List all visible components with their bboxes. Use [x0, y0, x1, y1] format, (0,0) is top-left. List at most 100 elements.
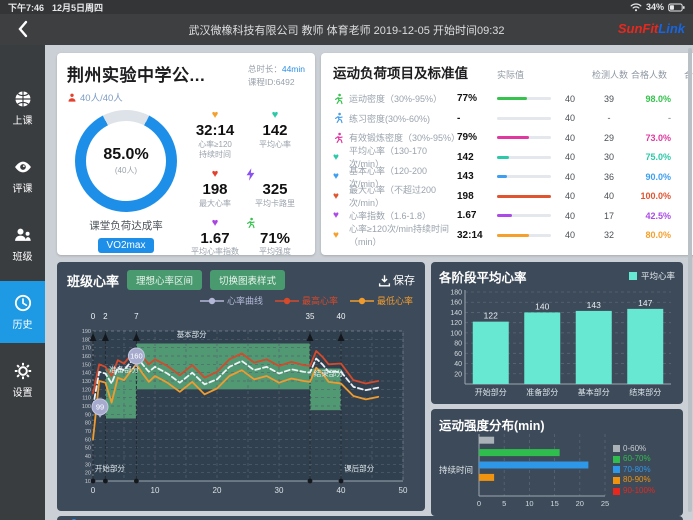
donut-percent: 85.0%: [103, 146, 149, 164]
person-icon: [67, 92, 77, 103]
sidebar-item-settings[interactable]: 设置: [0, 349, 45, 411]
switch-chart-style-button[interactable]: 切换图表样式: [210, 270, 286, 290]
metric-平均心率: ♥ 142 平均心率: [259, 109, 291, 149]
table-row: ♥ 心率≥120次/min持续时间（min） 32:14 40 32 80.0%: [333, 224, 671, 248]
svg-text:30: 30: [275, 486, 284, 495]
sidebar-item-classes[interactable]: 班级: [0, 213, 45, 275]
svg-text:160: 160: [82, 354, 91, 360]
heart-icon: ♥: [333, 151, 339, 163]
svg-text:143: 143: [587, 300, 601, 310]
svg-text:170: 170: [82, 346, 91, 352]
battery-icon: [668, 2, 685, 12]
actual-value-bar: [497, 214, 551, 218]
table-row: ♥ 基本心率（120-200次/min） 143 40 36 90.0%: [333, 165, 671, 189]
svg-text:准备部分: 准备部分: [526, 387, 558, 397]
svg-text:基本部分: 基本部分: [578, 387, 610, 397]
ideal-hr-zone-button[interactable]: 理想心率区间: [127, 270, 203, 290]
svg-text:开始部分: 开始部分: [95, 463, 125, 473]
svg-text:20: 20: [85, 471, 91, 477]
sidebar-item-class[interactable]: 上课: [0, 77, 45, 139]
table-row: ♥ 最大心率（不超过200次/min） 198 40 40 100.0%: [333, 185, 671, 209]
clock-time: 下午7:46: [8, 2, 45, 13]
sidebar-item-history[interactable]: 历史: [0, 281, 45, 343]
status-bar: 下午7:46 12月5日周四 34%: [0, 0, 693, 14]
svg-text:课后部分: 课后部分: [344, 463, 374, 473]
stage-hr-title: 各阶段平均心率: [439, 270, 527, 285]
runner-icon: [335, 93, 343, 104]
svg-text:70: 70: [85, 429, 91, 435]
legend-item: 70-80%: [613, 465, 675, 476]
legend-item: 0-60%: [613, 444, 675, 455]
table-row: ♥ 平均心率（130-170次/min） 142 40 30 75.0%: [333, 146, 671, 170]
vo2max-badge[interactable]: VO2max: [97, 238, 155, 254]
sidebar-item-evaluate[interactable]: 评课: [0, 145, 45, 207]
attendance-count: 40人/40人: [80, 93, 123, 105]
intensity-category-label: 持续时间: [439, 465, 474, 475]
class-hr-panel: 班级心率 理想心率区间 切换图表样式 保存 心率曲线 最高心率 最低心率 10 2…: [57, 262, 425, 511]
actual-value-bar: [497, 175, 551, 179]
table-row: 练习密度(30%-60%) - 40 - -: [333, 109, 693, 129]
clock-icon: [14, 294, 31, 312]
svg-text:20: 20: [454, 371, 462, 378]
metrics-grid: ♥ 32:14 心率≥120 持续时间 ♥ 142 平均心率 ♥ 198 最大心…: [185, 108, 305, 257]
svg-text:80: 80: [85, 421, 91, 427]
svg-text:100: 100: [82, 404, 91, 410]
svg-text:90: 90: [85, 412, 91, 418]
svg-text:15: 15: [550, 499, 558, 508]
download-icon: [378, 274, 391, 286]
svg-text:40: 40: [454, 361, 462, 368]
intensity-title: 运动强度分布(min): [439, 419, 545, 433]
svg-text:10: 10: [151, 486, 160, 495]
download-icon: [378, 274, 391, 287]
scrollbar[interactable]: [688, 48, 692, 512]
load-standards-card: 运动负荷项目及标准值 实际值 检测人数 合格人数 合格率 运动密度（30%-95…: [321, 53, 693, 255]
svg-text:140: 140: [82, 371, 91, 377]
table-row: 有效锻炼密度（30%-95%） 79% 40 29 73.0%: [333, 128, 693, 148]
donut-count: (40人): [114, 166, 138, 176]
exercise-icon: [335, 112, 343, 124]
sunfitlink-logo: SunFitLink: [617, 21, 685, 36]
save-button[interactable]: 保存: [378, 272, 415, 288]
svg-text:60: 60: [85, 437, 91, 443]
svg-text:130: 130: [82, 379, 91, 385]
table-row: ♥ 心率指数（1.6-1.8） 1.67 40 17 42.5%: [333, 210, 671, 222]
load-table-title: 运动负荷项目及标准值: [333, 66, 468, 81]
actual-value-bar: [497, 136, 551, 140]
stage-hr-chart: 20 40 60 80 100 120 140 160 180 122 开始部分 140 准备部分 143…: [439, 284, 675, 402]
svg-text:160: 160: [450, 300, 462, 307]
back-button[interactable]: [15, 20, 33, 38]
col-header-actual: 实际值: [497, 70, 525, 80]
actual-value-bar: [497, 194, 551, 198]
stage-hr-panel: 各阶段平均心率 平均心率 20 40 60 80 100 120 140 160 180 122 开…: [431, 262, 683, 404]
course-id: 课程ID:6492: [247, 77, 295, 88]
svg-text:147: 147: [638, 298, 652, 308]
legend-item: 90-100%: [613, 486, 675, 497]
nav-bar: 武汉微橡科技有限公司 教师 体育老师 2019-12-05 开始时间09:32 …: [0, 14, 693, 45]
col-header-passed: 合格人数: [630, 70, 667, 80]
metric-平均心率指数: ♥ 1.67 平均心率指数: [191, 217, 239, 257]
svg-text:160: 160: [130, 352, 143, 361]
legend-item: 最高心率: [274, 294, 338, 307]
intensity-panel: 运动强度分布(min) 持续时间 0 5 10 15 20 25 0-60% 60-70%…: [431, 409, 683, 516]
eye-icon: [14, 161, 31, 173]
duration-label: 总时长：: [247, 64, 282, 74]
svg-text:2: 2: [103, 312, 108, 321]
bolt-icon: [246, 168, 255, 182]
actual-value-bar: [497, 116, 551, 120]
svg-text:150: 150: [82, 362, 91, 368]
svg-text:准备部分: 准备部分: [109, 364, 139, 374]
svg-text:结束部分: 结束部分: [314, 368, 344, 378]
actual-value-bar: [497, 97, 551, 101]
attendance: 40人/40人: [67, 90, 305, 104]
heart-icon: ♥: [333, 229, 339, 241]
people-icon: [14, 228, 31, 241]
school-class-title: 荆州实验中学公...: [67, 66, 206, 85]
svg-text:基本部分: 基本部分: [177, 329, 207, 339]
svg-text:20: 20: [213, 486, 222, 495]
heart-icon: ♥: [333, 210, 339, 222]
heart-icon: ♥: [211, 217, 219, 230]
svg-text:0: 0: [477, 499, 481, 508]
load-table: 运动密度（30%-95%） 77% 40 39 98.0% 练习密度(30%-6…: [333, 89, 693, 248]
svg-text:80: 80: [454, 341, 462, 348]
course-meta: 总时长：44min 课程ID:6492: [248, 61, 305, 89]
